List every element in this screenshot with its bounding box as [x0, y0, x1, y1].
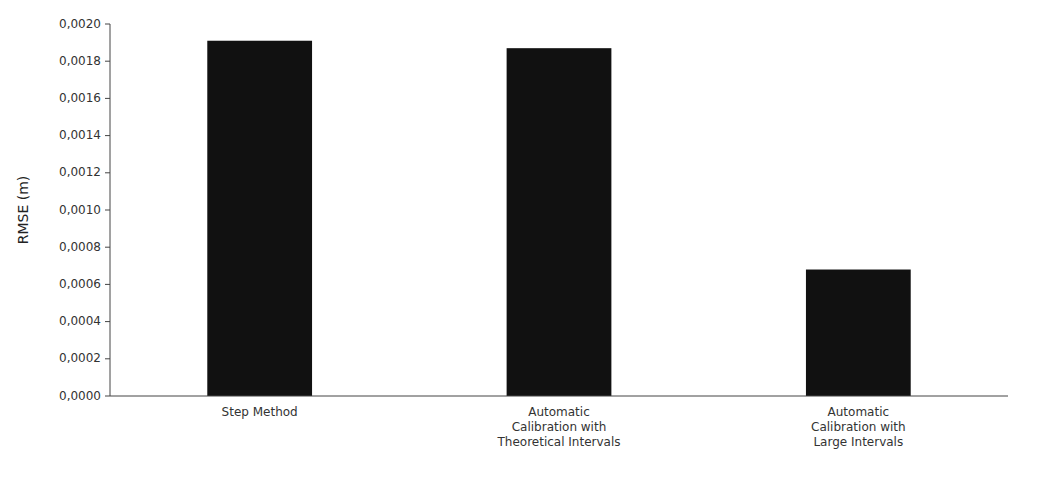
y-tick [105, 24, 110, 25]
y-tick [105, 135, 110, 136]
y-tick-label: 0,0006 [59, 277, 101, 291]
x-axis-line [110, 396, 1008, 397]
y-tick-label: 0,0000 [59, 389, 101, 403]
y-tick [105, 210, 110, 211]
x-tick-label: Step Method [222, 405, 298, 419]
chart-container: 0,0000 0,0002 0,0004 0,0006 0,0008 0,0010 0,00… [0, 0, 1038, 492]
y-tick [105, 358, 110, 359]
y-tick [105, 61, 110, 62]
y-tick [105, 172, 110, 173]
x-tick-label-line: Calibration with [811, 420, 906, 434]
y-tick [105, 247, 110, 248]
bar [507, 48, 612, 396]
y-tick [105, 321, 110, 322]
y-tick-label: 0,0008 [59, 240, 101, 254]
y-tick-label: 0,0020 [59, 17, 101, 31]
y-tick-label: 0,0012 [59, 165, 101, 179]
y-tick-label: 0,0002 [59, 351, 101, 365]
y-tick [105, 396, 110, 397]
x-tick-label: AutomaticCalibration withLarge Intervals [811, 405, 906, 449]
y-axis-line [110, 24, 111, 396]
x-tick-label-line: Large Intervals [813, 435, 903, 449]
y-tick-label: 0,0010 [59, 203, 101, 217]
bar [207, 41, 312, 396]
y-tick-label: 0,0016 [59, 91, 101, 105]
y-tick-label: 0,0018 [59, 54, 101, 68]
y-tick-label: 0,0014 [59, 128, 101, 142]
y-tick [105, 98, 110, 99]
x-tick-label-line: Theoretical Intervals [496, 435, 620, 449]
y-tick-label: 0,0004 [59, 314, 101, 328]
y-axis-label: RMSE (m) [15, 176, 31, 245]
y-tick [105, 284, 110, 285]
x-tick-label-line: Step Method [222, 405, 298, 419]
chart-svg: 0,0000 0,0002 0,0004 0,0006 0,0008 0,0010 0,00… [0, 0, 1038, 492]
x-tick-label-line: Calibration with [512, 420, 607, 434]
x-tick-label-line: Automatic [528, 405, 590, 419]
bar [806, 270, 911, 396]
x-tick-label-line: Automatic [828, 405, 890, 419]
x-tick-label: AutomaticCalibration withTheoretical Int… [496, 405, 620, 449]
bars [207, 41, 910, 396]
